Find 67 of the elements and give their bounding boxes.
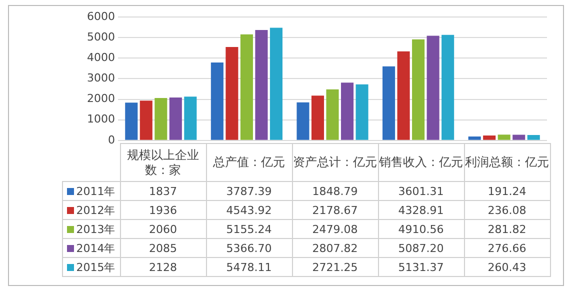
y-tick-label: 1000 [87,112,115,126]
x-tick-label: 总产值：亿元 [206,144,292,182]
y-tick-label: 0 [108,133,115,146]
bar [412,39,425,140]
bar [226,46,238,140]
bar [356,84,368,140]
bar [240,34,253,140]
legend-label: 2012年 [62,200,120,220]
data-label: 4910.56 [378,220,464,238]
bar [397,51,410,140]
bar [468,136,481,140]
y-tick-label: 4000 [87,50,115,64]
bar [270,28,282,140]
x-tick-label: 规模以上企业数：家 [120,144,206,182]
y-tick-label: 5000 [87,30,115,44]
bar [169,98,182,140]
bar [442,34,454,140]
data-label: 3787.39 [206,182,292,200]
bar [154,98,168,140]
x-tick-label: 利润总额：亿元 [464,144,550,182]
data-label: 2128 [120,258,206,276]
data-label: 5131.37 [378,258,464,276]
legend-label: 2013年 [62,220,120,238]
legend-label: 2014年 [62,238,120,258]
data-label: 1848.79 [292,182,378,200]
bar [184,96,197,140]
legend-label: 2011年 [62,182,120,200]
bar [340,82,354,140]
bar [382,66,396,140]
y-tick-label: 3000 [87,72,115,85]
bar [426,36,440,140]
data-label: 2178.67 [292,200,378,220]
bar [125,102,138,140]
data-label: 260.43 [464,258,550,276]
legend-label: 2015年 [62,258,120,276]
data-label: 281.82 [464,220,550,238]
data-label: 2721.25 [292,258,378,276]
bar [498,134,510,140]
bar [527,135,540,140]
x-tick-label: 资产总计：亿元 [292,144,378,182]
data-label: 2060 [120,220,206,238]
data-label: 5478.11 [206,258,292,276]
data-label: 1837 [120,182,206,200]
data-label: 2085 [120,238,206,258]
data-label: 236.08 [464,200,550,220]
bar [326,89,339,140]
data-label: 1936 [120,200,206,220]
data-label: 2807.82 [292,238,378,258]
y-tick-label: 2000 [87,92,115,106]
bar [296,102,310,140]
data-label: 5155.24 [206,220,292,238]
bar [210,62,224,140]
bar [255,30,268,140]
bar [512,134,526,140]
y-tick-label: 6000 [87,10,115,23]
data-label: 4543.92 [206,200,292,220]
data-label: 5366.70 [206,238,292,258]
data-label: 2479.08 [292,220,378,238]
data-label: 191.24 [464,182,550,200]
data-label: 3601.31 [378,182,464,200]
bar [483,136,496,140]
bar [311,96,324,140]
data-label: 4328.91 [378,200,464,220]
x-tick-label: 销售收入：亿元 [378,144,464,182]
data-label: 5087.20 [378,238,464,258]
data-label: 276.66 [464,238,550,258]
bar [140,100,152,140]
